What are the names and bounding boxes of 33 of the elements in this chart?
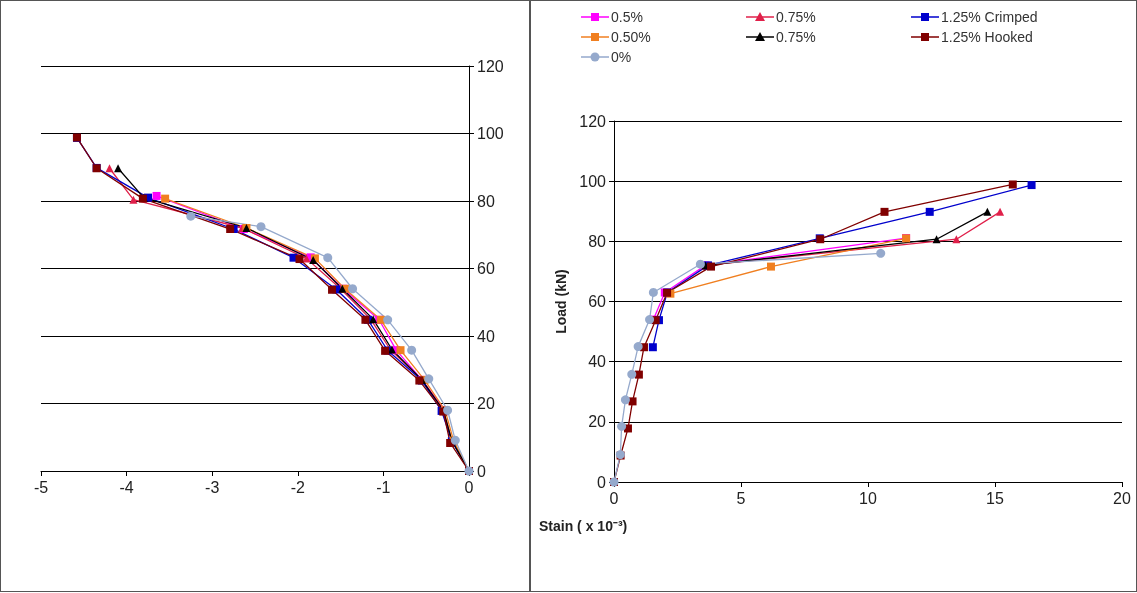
legend-label: 0.5% [611, 9, 643, 25]
x-tick-label: -5 [33, 478, 49, 496]
x-tick-label: 5 [736, 489, 746, 507]
legend-label: 1.25% Crimped [941, 9, 1038, 25]
x-tick-label: 10 [859, 489, 877, 507]
y-tick-label: 60 [477, 260, 495, 277]
y-tick-label: 20 [477, 395, 495, 412]
x-tick-label: 20 [1113, 489, 1131, 507]
legend-label: 1.25% Hooked [941, 29, 1033, 45]
legend-label: 0.50% [611, 29, 651, 45]
y-tick-label: 0 [477, 462, 486, 480]
y-tick-label: 80 [588, 232, 607, 250]
y-tick-label: 120 [477, 57, 504, 75]
y-tick-label: 20 [588, 413, 607, 431]
legend-label: 0% [611, 49, 632, 65]
y-axis-title: Load (kN) [553, 269, 570, 334]
x-tick-label: -3 [205, 478, 220, 496]
legend-label: 0.75% [776, 29, 816, 45]
y-tick-label: 40 [477, 327, 495, 345]
x-axis-title: Stain ( x 10⁻³) [539, 518, 628, 534]
x-tick-label: -2 [290, 478, 306, 496]
y-tick-label: 100 [477, 125, 504, 142]
x-tick-label: 0 [464, 478, 474, 496]
x-tick-label: 0 [609, 489, 619, 507]
y-tick-label: 120 [579, 112, 607, 130]
x-tick-label: -4 [119, 478, 134, 496]
x-tick-label: 15 [986, 489, 1004, 507]
y-tick-label: 60 [588, 293, 607, 310]
y-tick-label: 40 [588, 353, 607, 371]
y-tick-label: 100 [579, 172, 607, 190]
legend-label: 0.75% [776, 9, 816, 25]
x-tick-label: -1 [376, 478, 391, 496]
y-tick-label: 80 [477, 192, 495, 210]
